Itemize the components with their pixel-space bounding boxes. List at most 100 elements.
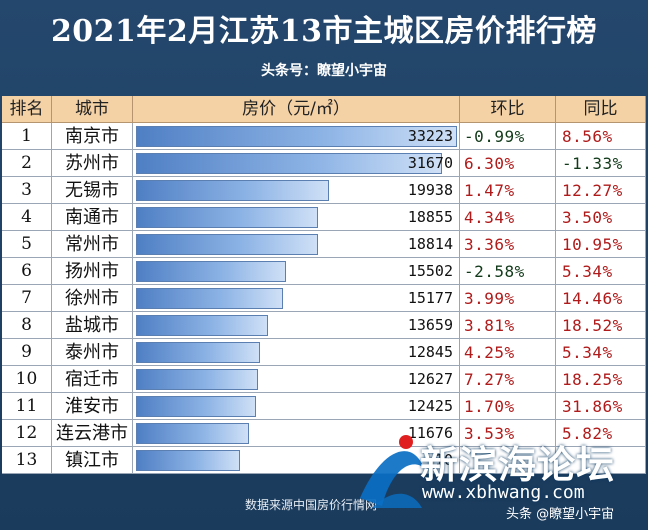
rank-cell: 8 [2, 312, 52, 339]
table-row: 7 徐州市 15177 3.99% 14.46% [2, 285, 646, 312]
price-value: 12627 [407, 370, 453, 388]
data-source-note: 数据来源中国房价行情网 [245, 498, 378, 512]
yoy-cell: 18.52% [556, 312, 646, 339]
watermark-url: www.xbhwang.com [422, 482, 585, 503]
price-bar [136, 369, 258, 390]
mom-cell: 4.34% [460, 204, 556, 231]
mom-cell: -0.99% [460, 123, 556, 150]
city-cell: 苏州市 [52, 150, 133, 177]
watermark-logo [360, 435, 424, 508]
city-cell: 常州市 [52, 231, 133, 258]
price-bar [136, 261, 286, 282]
price-bar [136, 180, 329, 201]
price-value: 11676 [407, 424, 453, 442]
table-row: 9 泰州市 12845 4.25% 5.34% [2, 339, 646, 366]
table-row: 5 常州市 18814 3.36% 10.95% [2, 231, 646, 258]
city-cell: 扬州市 [52, 258, 133, 285]
watermark-author: 头条 @瞭望小宇宙 [506, 507, 615, 522]
yoy-cell: 5.34% [556, 258, 646, 285]
table-row: 3 无锡市 19938 1.47% 12.27% [2, 177, 646, 204]
price-table: 排名 城市 房价（元/㎡） 环比 同比 1 南京市 33223 -0.99% 8.56%… [2, 96, 646, 486]
table-row: 10 宿迁市 12627 7.27% 18.25% [2, 366, 646, 393]
watermark-name: 新滨海论坛 [420, 443, 616, 487]
city-cell: 宿迁市 [52, 366, 133, 393]
rank-cell: 4 [2, 204, 52, 231]
rank-cell: 3 [2, 177, 52, 204]
price-value: 10 [434, 451, 453, 469]
price-cell: 12627 [133, 366, 460, 393]
yoy-cell: 5.82% [556, 420, 646, 447]
city-cell: 南通市 [52, 204, 133, 231]
price-bar [136, 126, 457, 147]
rank-cell: 9 [2, 339, 52, 366]
price-bar [136, 288, 283, 309]
price-value: 18855 [407, 208, 453, 226]
price-bar [136, 423, 249, 444]
table-row: 1 南京市 33223 -0.99% 8.56% [2, 123, 646, 150]
price-value: 12425 [407, 397, 453, 415]
city-cell: 淮安市 [52, 393, 133, 420]
price-cell: 12845 [133, 339, 460, 366]
mom-cell: 3.99% [460, 285, 556, 312]
yoy-cell: 5.34% [556, 339, 646, 366]
price-value: 12845 [407, 343, 453, 361]
price-value: 33223 [407, 127, 453, 145]
yoy-cell: 12.27% [556, 177, 646, 204]
header-rank: 排名 [2, 96, 52, 123]
logo-wave-icon [372, 493, 422, 508]
rank-cell: 13 [2, 447, 52, 474]
header-mom: 环比 [460, 96, 556, 123]
price-bar [136, 234, 318, 255]
yoy-cell: 18.25% [556, 366, 646, 393]
header-price: 房价（元/㎡） [133, 96, 460, 123]
price-bar [136, 153, 442, 174]
price-cell: 19938 [133, 177, 460, 204]
price-value: 31670 [407, 154, 453, 172]
price-cell: 33223 [133, 123, 460, 150]
price-bar [136, 450, 240, 471]
rank-cell: 6 [2, 258, 52, 285]
rank-cell: 10 [2, 366, 52, 393]
mom-cell: 4.25% [460, 339, 556, 366]
header-city: 城市 [52, 96, 133, 123]
mom-cell: 3.81% [460, 312, 556, 339]
price-value: 19938 [407, 181, 453, 199]
price-bar [136, 342, 260, 363]
yoy-cell [556, 447, 646, 474]
logo-dot-icon [399, 435, 413, 449]
mom-cell: 7.27% [460, 366, 556, 393]
table-row: 8 盐城市 13659 3.81% 18.52% [2, 312, 646, 339]
city-cell: 连云港市 [52, 420, 133, 447]
rank-cell: 11 [2, 393, 52, 420]
mom-cell: 3.53% [460, 420, 556, 447]
price-bar [136, 315, 268, 336]
price-cell: 31670 [133, 150, 460, 177]
mom-cell: 1.47% [460, 177, 556, 204]
mom-cell: 3.36% [460, 231, 556, 258]
price-cell: 15502 [133, 258, 460, 285]
price-cell: 18855 [133, 204, 460, 231]
yoy-cell: 3.50% [556, 204, 646, 231]
header-yoy: 同比 [556, 96, 646, 123]
table-row: 6 扬州市 15502 -2.58% 5.34% [2, 258, 646, 285]
rank-cell: 7 [2, 285, 52, 312]
city-cell: 徐州市 [52, 285, 133, 312]
chart-subtitle: 头条号：瞭望小宇宙 [261, 63, 387, 79]
mom-cell: 6.30% [460, 150, 556, 177]
table-row: 11 淮安市 12425 1.70% 31.86% [2, 393, 646, 420]
city-cell: 盐城市 [52, 312, 133, 339]
city-cell: 泰州市 [52, 339, 133, 366]
mom-cell: 1.70% [460, 393, 556, 420]
price-value: 18814 [407, 235, 453, 253]
price-value: 13659 [407, 316, 453, 334]
price-bar [136, 207, 318, 228]
table-row: 2 苏州市 31670 6.30% -1.33% [2, 150, 646, 177]
yoy-cell: 31.86% [556, 393, 646, 420]
rank-cell: 12 [2, 420, 52, 447]
price-value: 15177 [407, 289, 453, 307]
price-cell: 15177 [133, 285, 460, 312]
rank-cell: 5 [2, 231, 52, 258]
city-cell: 南京市 [52, 123, 133, 150]
price-value: 15502 [407, 262, 453, 280]
